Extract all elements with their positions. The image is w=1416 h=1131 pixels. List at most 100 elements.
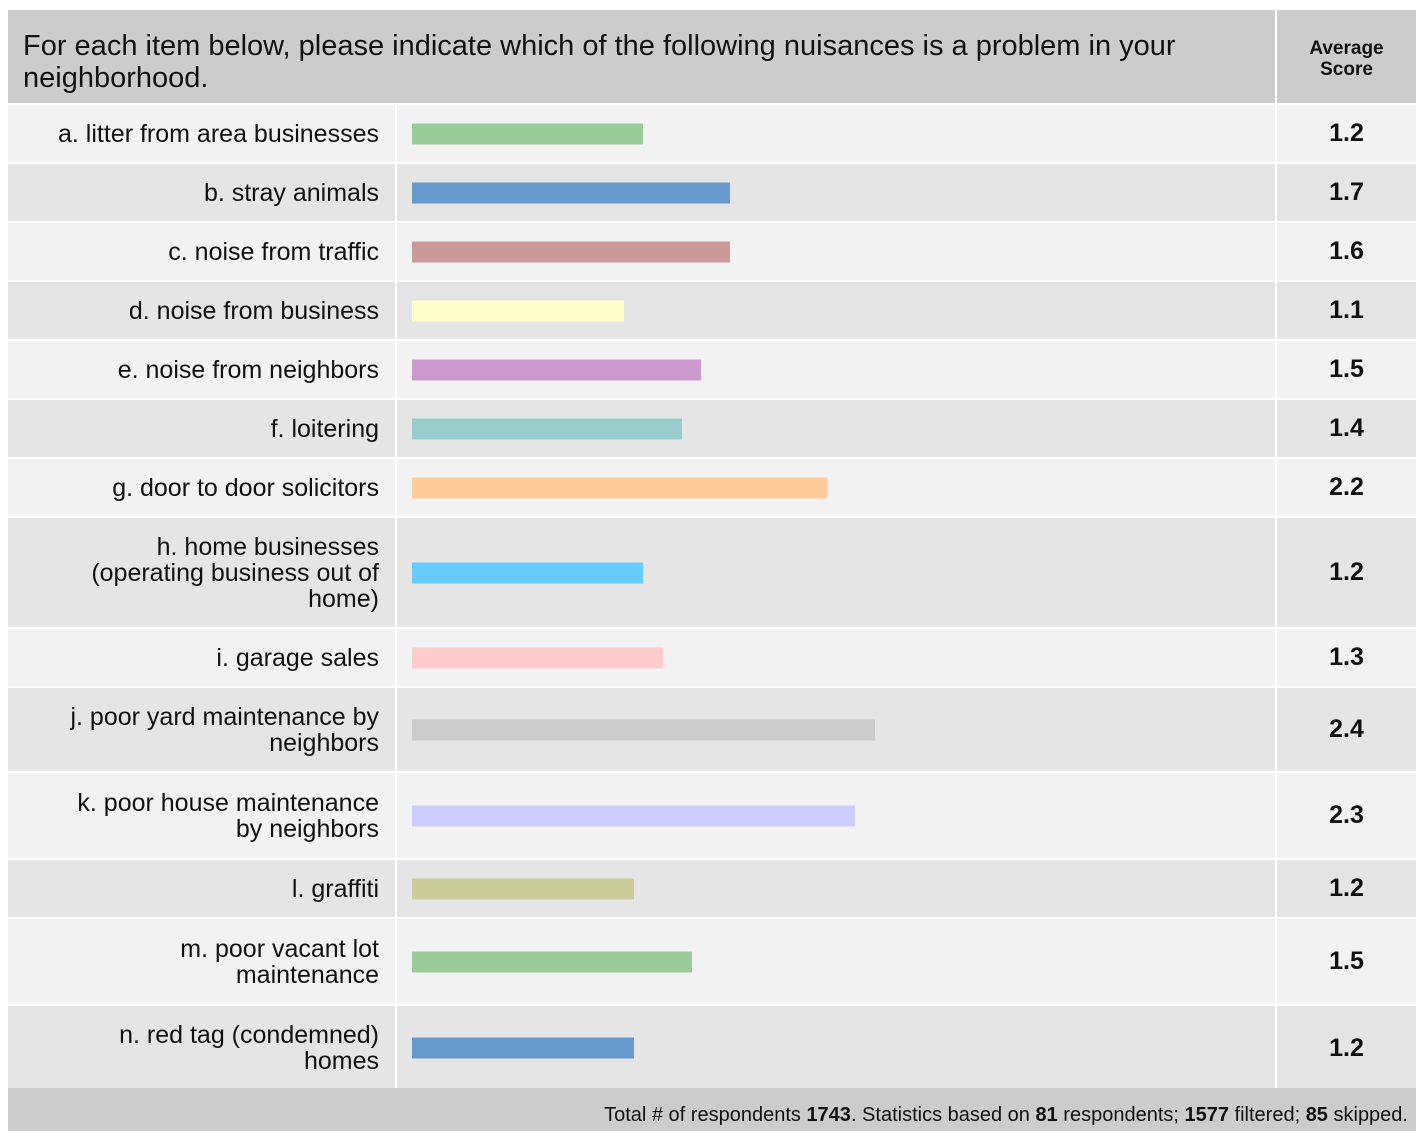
table-row: k. poor house maintenance by neighbors 2.3 — [8, 773, 1416, 860]
row-label-line: m. poor vacant lot — [180, 934, 379, 963]
row-label-text: e. noise from neighbors — [117, 355, 379, 384]
row-label-text: i. garage sales — [216, 643, 379, 672]
score-bar — [412, 241, 730, 262]
score-bar — [412, 359, 701, 380]
row-label: f. loitering — [8, 400, 397, 457]
row-label-line: neighbors — [269, 728, 379, 757]
table-row: g. door to door solicitors 2.2 — [8, 459, 1416, 518]
table-row: j. poor yard maintenance by neighbors 2.4 — [8, 688, 1416, 773]
bar-cell — [397, 919, 1277, 1004]
row-label: i. garage sales — [8, 629, 397, 686]
bar-cell — [397, 341, 1277, 398]
score-bar — [412, 123, 643, 144]
average-score: 1.5 — [1329, 355, 1364, 383]
average-score: 1.7 — [1329, 178, 1364, 206]
score-bar — [412, 418, 682, 439]
bar-cell — [397, 223, 1277, 280]
row-label: g. door to door solicitors — [8, 459, 397, 516]
score-bar — [412, 878, 634, 899]
table-row: e. noise from neighbors 1.5 — [8, 341, 1416, 400]
row-label: l. graffiti — [8, 860, 397, 917]
bar-cell — [397, 860, 1277, 917]
row-label: j. poor yard maintenance by neighbors — [8, 688, 397, 771]
table-rows: a. litter from area businesses 1.2 b. stra… — [8, 105, 1416, 1092]
average-score: 1.5 — [1329, 947, 1364, 975]
row-label-text: b. stray animals — [203, 178, 379, 207]
row-label-line: k. poor house maintenance — [77, 788, 379, 817]
table-row: a. litter from area businesses 1.2 — [8, 105, 1416, 164]
score-bar — [412, 951, 692, 972]
average-score: 1.2 — [1329, 874, 1364, 902]
score-bar — [412, 300, 624, 321]
score-bar — [412, 477, 827, 498]
score-bar — [412, 1037, 634, 1059]
row-label-line: j. poor yard maintenance by — [70, 702, 379, 731]
table-row: f. loitering 1.4 — [8, 400, 1416, 459]
row-label-text: g. door to door solicitors — [112, 473, 379, 502]
row-label: n. red tag (condemned) homes — [8, 1006, 397, 1090]
footer-text-4: filtered; — [1228, 1104, 1306, 1126]
row-label-line: homes — [303, 1047, 379, 1075]
footer-text-1: Total # of respondents — [604, 1104, 807, 1126]
table-row: i. garage sales 1.3 — [8, 629, 1416, 688]
row-label-line: by neighbors — [235, 814, 379, 843]
row-label: k. poor house maintenance by neighbors — [8, 773, 397, 858]
row-label-line: home) — [308, 584, 379, 613]
row-label-line: (operating business out of — [91, 558, 379, 587]
table-row: b. stray animals 1.7 — [8, 164, 1416, 223]
bar-cell — [397, 105, 1277, 162]
table-row: l. graffiti 1.2 — [8, 860, 1416, 919]
row-label: b. stray animals — [8, 164, 397, 221]
filtered-count: 1577 — [1184, 1104, 1229, 1126]
average-score: 1.2 — [1329, 119, 1364, 147]
total-respondents: 1743 — [806, 1104, 851, 1126]
average-score: 2.3 — [1329, 801, 1364, 829]
average-score: 2.2 — [1329, 473, 1364, 501]
score-bar — [412, 182, 730, 203]
average-score: 1.4 — [1329, 414, 1364, 442]
row-label: a. litter from area businesses — [8, 105, 397, 162]
row-label: h. home businesses (operating business ou… — [8, 518, 397, 627]
score-bar — [412, 719, 875, 740]
based-respondents: 81 — [1035, 1104, 1058, 1126]
row-label: c. noise from traffic — [8, 223, 397, 280]
bar-cell — [397, 282, 1277, 339]
bar-cell — [397, 400, 1277, 457]
survey-table: For each item below, please indicate whi… — [8, 10, 1416, 1092]
bar-cell — [397, 629, 1277, 686]
table-header: For each item below, please indicate whi… — [8, 10, 1416, 105]
row-label-text: a. litter from area businesses — [58, 119, 379, 148]
bar-cell — [397, 773, 1277, 858]
bar-cell — [397, 518, 1277, 627]
average-score: 1.1 — [1329, 296, 1364, 324]
score-header-line1: Average — [1309, 38, 1384, 59]
table-row: m. poor vacant lot maintenance 1.5 — [8, 919, 1416, 1006]
row-label-text: l. graffiti — [291, 874, 379, 903]
bar-cell — [397, 1006, 1277, 1090]
row-label-line: n. red tag (condemned) — [119, 1021, 379, 1049]
footer-text-3: respondents; — [1057, 1104, 1185, 1126]
score-bar — [412, 805, 855, 826]
row-label: m. poor vacant lot maintenance — [8, 919, 397, 1004]
row-label-text: c. noise from traffic — [168, 237, 379, 266]
average-score: 2.4 — [1329, 715, 1364, 743]
score-bar — [412, 562, 643, 583]
table-row: c. noise from traffic 1.6 — [8, 223, 1416, 282]
row-label: e. noise from neighbors — [8, 341, 397, 398]
row-label-text: d. noise from business — [128, 296, 379, 325]
score-column-header: Average Score — [1277, 10, 1416, 103]
skipped-count: 85 — [1305, 1104, 1328, 1126]
average-score: 1.2 — [1329, 558, 1364, 586]
row-label-line: h. home businesses — [156, 532, 379, 561]
row-label-line: maintenance — [235, 960, 379, 989]
average-score: 1.2 — [1329, 1033, 1364, 1062]
footer-text-2: . Statistics based on — [850, 1104, 1036, 1126]
table-row: n. red tag (condemned) homes 1.2 — [8, 1006, 1416, 1092]
bar-cell — [397, 688, 1277, 771]
bar-cell — [397, 459, 1277, 516]
footer-text-5: skipped. — [1327, 1104, 1408, 1126]
bar-cell — [397, 164, 1277, 221]
average-score: 1.6 — [1329, 237, 1364, 265]
question-text: For each item below, please indicate whi… — [8, 10, 1277, 103]
row-label-text: f. loitering — [270, 414, 379, 443]
